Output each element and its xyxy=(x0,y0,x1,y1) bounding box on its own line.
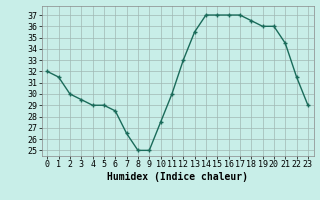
X-axis label: Humidex (Indice chaleur): Humidex (Indice chaleur) xyxy=(107,172,248,182)
